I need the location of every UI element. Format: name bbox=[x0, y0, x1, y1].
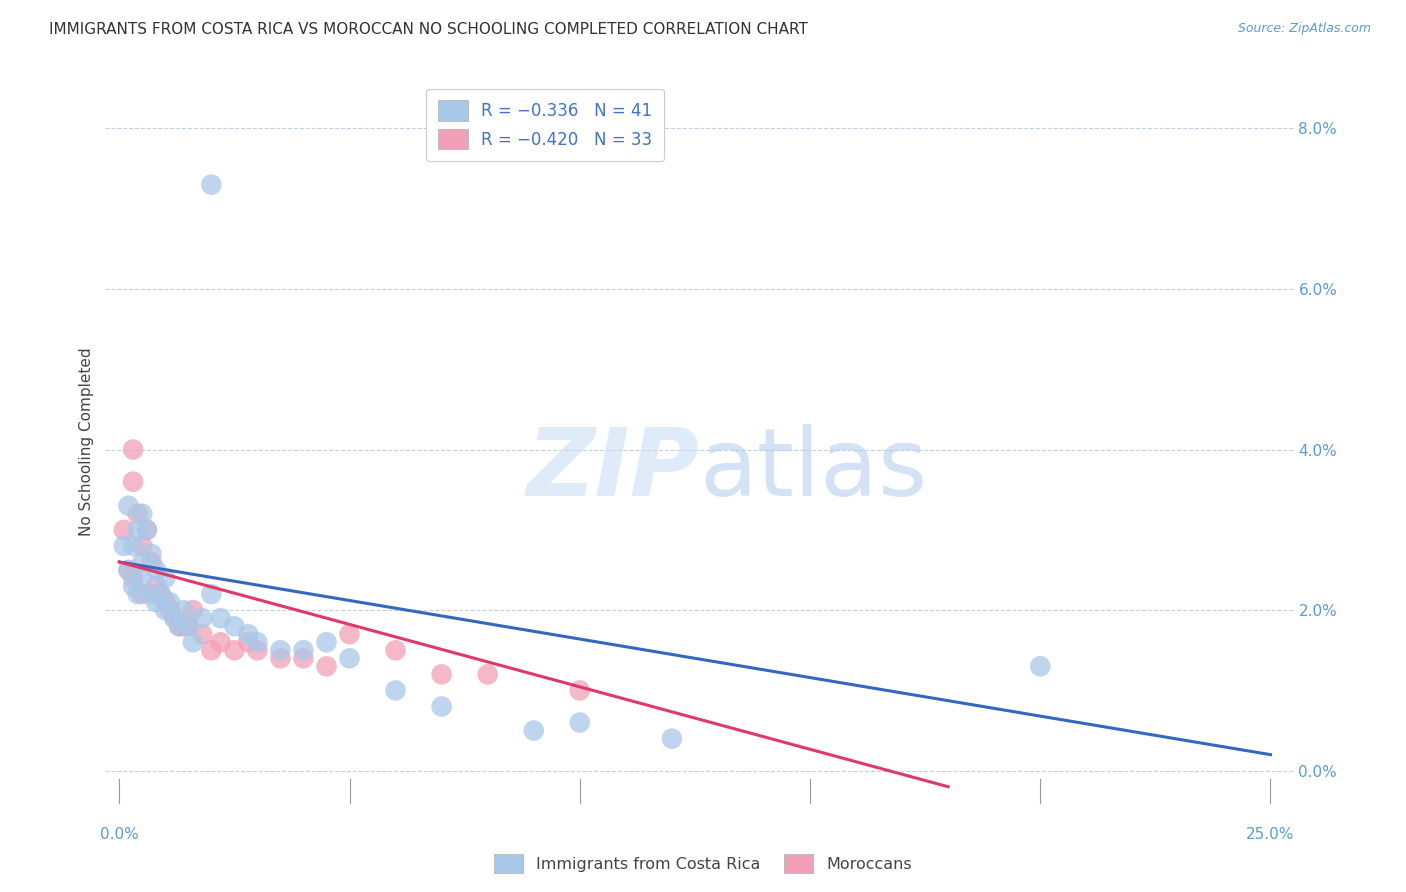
Text: 0.0%: 0.0% bbox=[100, 827, 139, 842]
Point bbox=[167, 619, 190, 633]
Point bbox=[430, 667, 453, 681]
Point bbox=[269, 651, 291, 665]
Point bbox=[384, 643, 406, 657]
Text: IMMIGRANTS FROM COSTA RICA VS MOROCCAN NO SCHOOLING COMPLETED CORRELATION CHART: IMMIGRANTS FROM COSTA RICA VS MOROCCAN N… bbox=[49, 22, 808, 37]
Point bbox=[224, 619, 246, 633]
Point bbox=[315, 635, 337, 649]
Y-axis label: No Schooling Completed: No Schooling Completed bbox=[79, 347, 94, 536]
Point bbox=[131, 507, 153, 521]
Point bbox=[155, 603, 177, 617]
Point bbox=[159, 595, 181, 609]
Point bbox=[191, 611, 214, 625]
Text: Source: ZipAtlas.com: Source: ZipAtlas.com bbox=[1237, 22, 1371, 36]
Legend: Immigrants from Costa Rica, Moroccans: Immigrants from Costa Rica, Moroccans bbox=[488, 847, 918, 880]
Point bbox=[145, 563, 167, 577]
Point bbox=[167, 619, 190, 633]
Point bbox=[173, 603, 195, 617]
Point bbox=[200, 643, 222, 657]
Point bbox=[131, 555, 153, 569]
Text: atlas: atlas bbox=[700, 425, 928, 516]
Point bbox=[112, 523, 135, 537]
Point bbox=[209, 635, 232, 649]
Point bbox=[127, 587, 149, 601]
Point bbox=[122, 571, 145, 585]
Point bbox=[224, 643, 246, 657]
Point bbox=[246, 635, 269, 649]
Point bbox=[127, 523, 149, 537]
Point bbox=[200, 587, 222, 601]
Point bbox=[523, 723, 546, 738]
Point bbox=[117, 563, 139, 577]
Point bbox=[131, 571, 153, 585]
Point bbox=[117, 499, 139, 513]
Point bbox=[131, 539, 153, 553]
Point bbox=[430, 699, 453, 714]
Point bbox=[269, 643, 291, 657]
Point bbox=[177, 619, 200, 633]
Point bbox=[131, 587, 153, 601]
Point bbox=[568, 683, 591, 698]
Point bbox=[149, 587, 172, 601]
Point bbox=[209, 611, 232, 625]
Point bbox=[339, 651, 361, 665]
Point bbox=[292, 651, 315, 665]
Point bbox=[191, 627, 214, 641]
Point bbox=[661, 731, 683, 746]
Point bbox=[122, 475, 145, 489]
Point bbox=[246, 643, 269, 657]
Point bbox=[163, 611, 186, 625]
Point bbox=[477, 667, 499, 681]
Point bbox=[1029, 659, 1052, 673]
Point bbox=[141, 587, 163, 601]
Point bbox=[112, 539, 135, 553]
Point bbox=[238, 635, 260, 649]
Point bbox=[200, 178, 222, 192]
Point bbox=[135, 523, 157, 537]
Point bbox=[122, 442, 145, 457]
Point bbox=[155, 595, 177, 609]
Point bbox=[173, 619, 195, 633]
Point bbox=[163, 611, 186, 625]
Point bbox=[122, 579, 145, 593]
Point bbox=[117, 563, 139, 577]
Point bbox=[141, 547, 163, 561]
Point bbox=[127, 507, 149, 521]
Text: 25.0%: 25.0% bbox=[1246, 827, 1295, 842]
Point bbox=[292, 643, 315, 657]
Point bbox=[122, 539, 145, 553]
Point bbox=[141, 555, 163, 569]
Point bbox=[135, 523, 157, 537]
Point bbox=[384, 683, 406, 698]
Point bbox=[145, 595, 167, 609]
Point bbox=[315, 659, 337, 673]
Point bbox=[568, 715, 591, 730]
Point bbox=[149, 587, 172, 601]
Point bbox=[159, 603, 181, 617]
Point bbox=[181, 603, 204, 617]
Text: ZIP: ZIP bbox=[527, 425, 700, 516]
Point bbox=[177, 619, 200, 633]
Point bbox=[339, 627, 361, 641]
Point bbox=[155, 571, 177, 585]
Point bbox=[181, 635, 204, 649]
Point bbox=[145, 579, 167, 593]
Point bbox=[238, 627, 260, 641]
Legend: R = −0.336   N = 41, R = −0.420   N = 33: R = −0.336 N = 41, R = −0.420 N = 33 bbox=[426, 88, 664, 161]
